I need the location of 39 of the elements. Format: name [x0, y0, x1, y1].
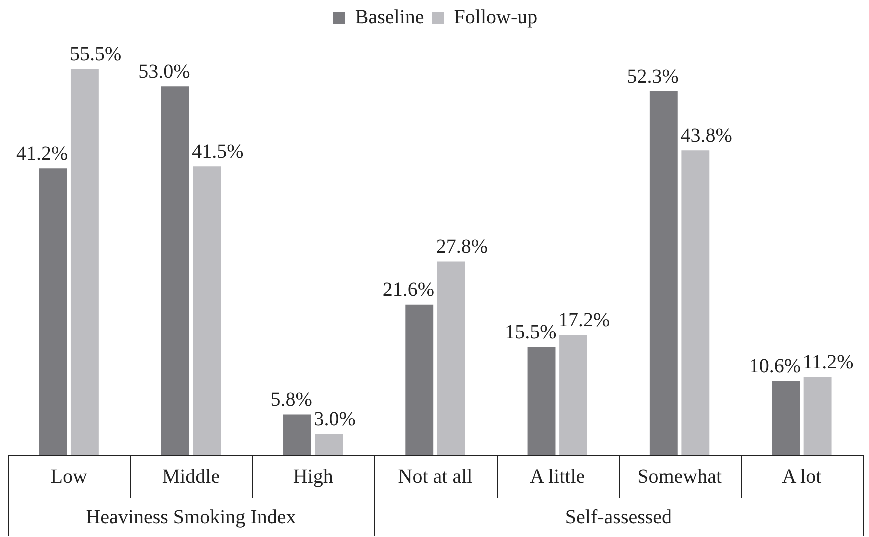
- data-label: 11.2%: [802, 351, 854, 374]
- text: Heaviness Smoking Index: [86, 506, 296, 528]
- bar: [772, 381, 800, 455]
- data-label: 5.8%: [270, 388, 312, 411]
- bar: [70, 69, 99, 455]
- data-label: 55.5%: [70, 44, 122, 66]
- x-tick-label: Somewhat: [638, 466, 722, 488]
- data-label: 53.0%: [138, 60, 190, 83]
- data-label: 43.8%: [680, 124, 732, 147]
- x-tick-label: Middle: [162, 466, 220, 488]
- x-tick-label: Low: [50, 466, 88, 488]
- data-label: 17.2%: [558, 310, 610, 332]
- data-label: 52.3%: [627, 66, 679, 88]
- legend-label: Baseline: [355, 6, 424, 28]
- bar: [193, 166, 222, 455]
- x-tick-label: High: [293, 466, 334, 488]
- data-label: 21.6%: [382, 279, 435, 302]
- data-label: 3.0%: [314, 408, 356, 430]
- bar: [560, 335, 588, 455]
- bar: [650, 92, 678, 455]
- bar: [161, 86, 190, 455]
- bar: [804, 377, 832, 455]
- data-label: 15.5%: [505, 322, 557, 344]
- bar: [315, 434, 344, 455]
- data-label: 27.8%: [436, 236, 488, 258]
- x-tick-label: A little: [530, 466, 586, 488]
- legend-label: Follow-up: [454, 6, 538, 28]
- bar: [682, 150, 710, 455]
- data-label: 41.2%: [16, 142, 68, 165]
- data-label: 10.6%: [749, 356, 802, 378]
- bar: [39, 168, 68, 455]
- text: Self-assessed: [565, 506, 672, 528]
- bar: [528, 347, 556, 455]
- x-tick-label: A lot: [782, 466, 822, 488]
- x-tick-label: Not at all: [398, 466, 474, 488]
- bar: [284, 414, 312, 455]
- data-label: 41.5%: [192, 140, 244, 163]
- bar: [406, 304, 434, 455]
- bar: [437, 262, 466, 455]
